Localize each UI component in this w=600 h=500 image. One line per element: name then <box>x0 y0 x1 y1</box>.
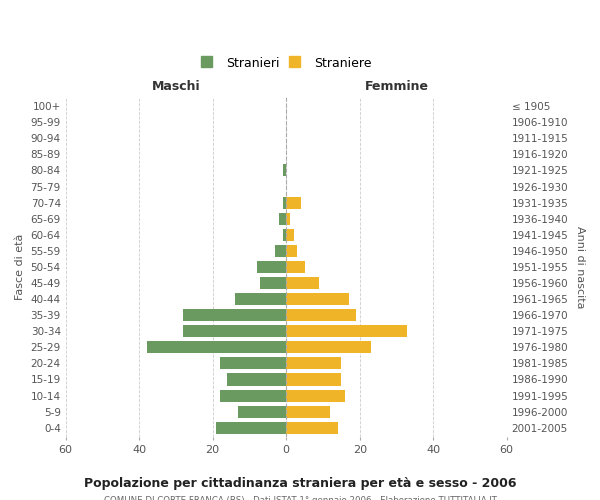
Bar <box>260 277 286 289</box>
Bar <box>286 293 349 305</box>
Text: COMUNE DI CORTE FRANCA (BS) - Dati ISTAT 1° gennaio 2006 - Elaborazione TUTTITAL: COMUNE DI CORTE FRANCA (BS) - Dati ISTAT… <box>104 496 496 500</box>
Bar <box>220 390 286 402</box>
Bar <box>283 228 286 241</box>
Bar <box>286 309 356 321</box>
Y-axis label: Fasce di età: Fasce di età <box>15 234 25 300</box>
Bar <box>286 245 297 257</box>
Bar <box>283 196 286 208</box>
Bar <box>286 277 319 289</box>
Bar <box>286 196 301 208</box>
Bar <box>286 406 331 417</box>
Bar <box>286 374 341 386</box>
Bar <box>183 309 286 321</box>
Bar <box>235 293 286 305</box>
Bar <box>286 228 293 241</box>
Bar <box>286 261 305 273</box>
Bar <box>220 358 286 370</box>
Bar <box>286 390 345 402</box>
Y-axis label: Anni di nascita: Anni di nascita <box>575 226 585 308</box>
Legend: Stranieri, Straniere: Stranieri, Straniere <box>196 52 377 74</box>
Text: Femmine: Femmine <box>364 80 428 94</box>
Text: Popolazione per cittadinanza straniera per età e sesso - 2006: Popolazione per cittadinanza straniera p… <box>84 477 516 490</box>
Bar <box>217 422 286 434</box>
Text: Maschi: Maschi <box>152 80 200 94</box>
Bar <box>286 342 371 353</box>
Bar <box>227 374 286 386</box>
Bar <box>286 422 338 434</box>
Bar <box>183 325 286 338</box>
Bar <box>275 245 286 257</box>
Bar <box>286 325 407 338</box>
Bar <box>279 212 286 224</box>
Bar <box>146 342 286 353</box>
Bar <box>257 261 286 273</box>
Bar <box>286 212 290 224</box>
Bar <box>238 406 286 417</box>
Bar <box>286 358 341 370</box>
Bar <box>283 164 286 176</box>
